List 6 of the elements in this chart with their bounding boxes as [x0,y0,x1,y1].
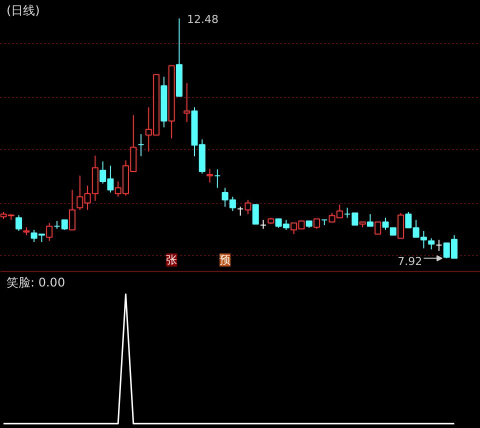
chart-title: (日线) [6,4,40,18]
annotation: 张 [166,254,178,266]
chart-title: 笑脸: 0.00 [6,276,66,290]
annotation: 预 [220,254,231,266]
annotation: 7.92 [398,254,422,268]
annotation: 12.48 [187,12,219,26]
